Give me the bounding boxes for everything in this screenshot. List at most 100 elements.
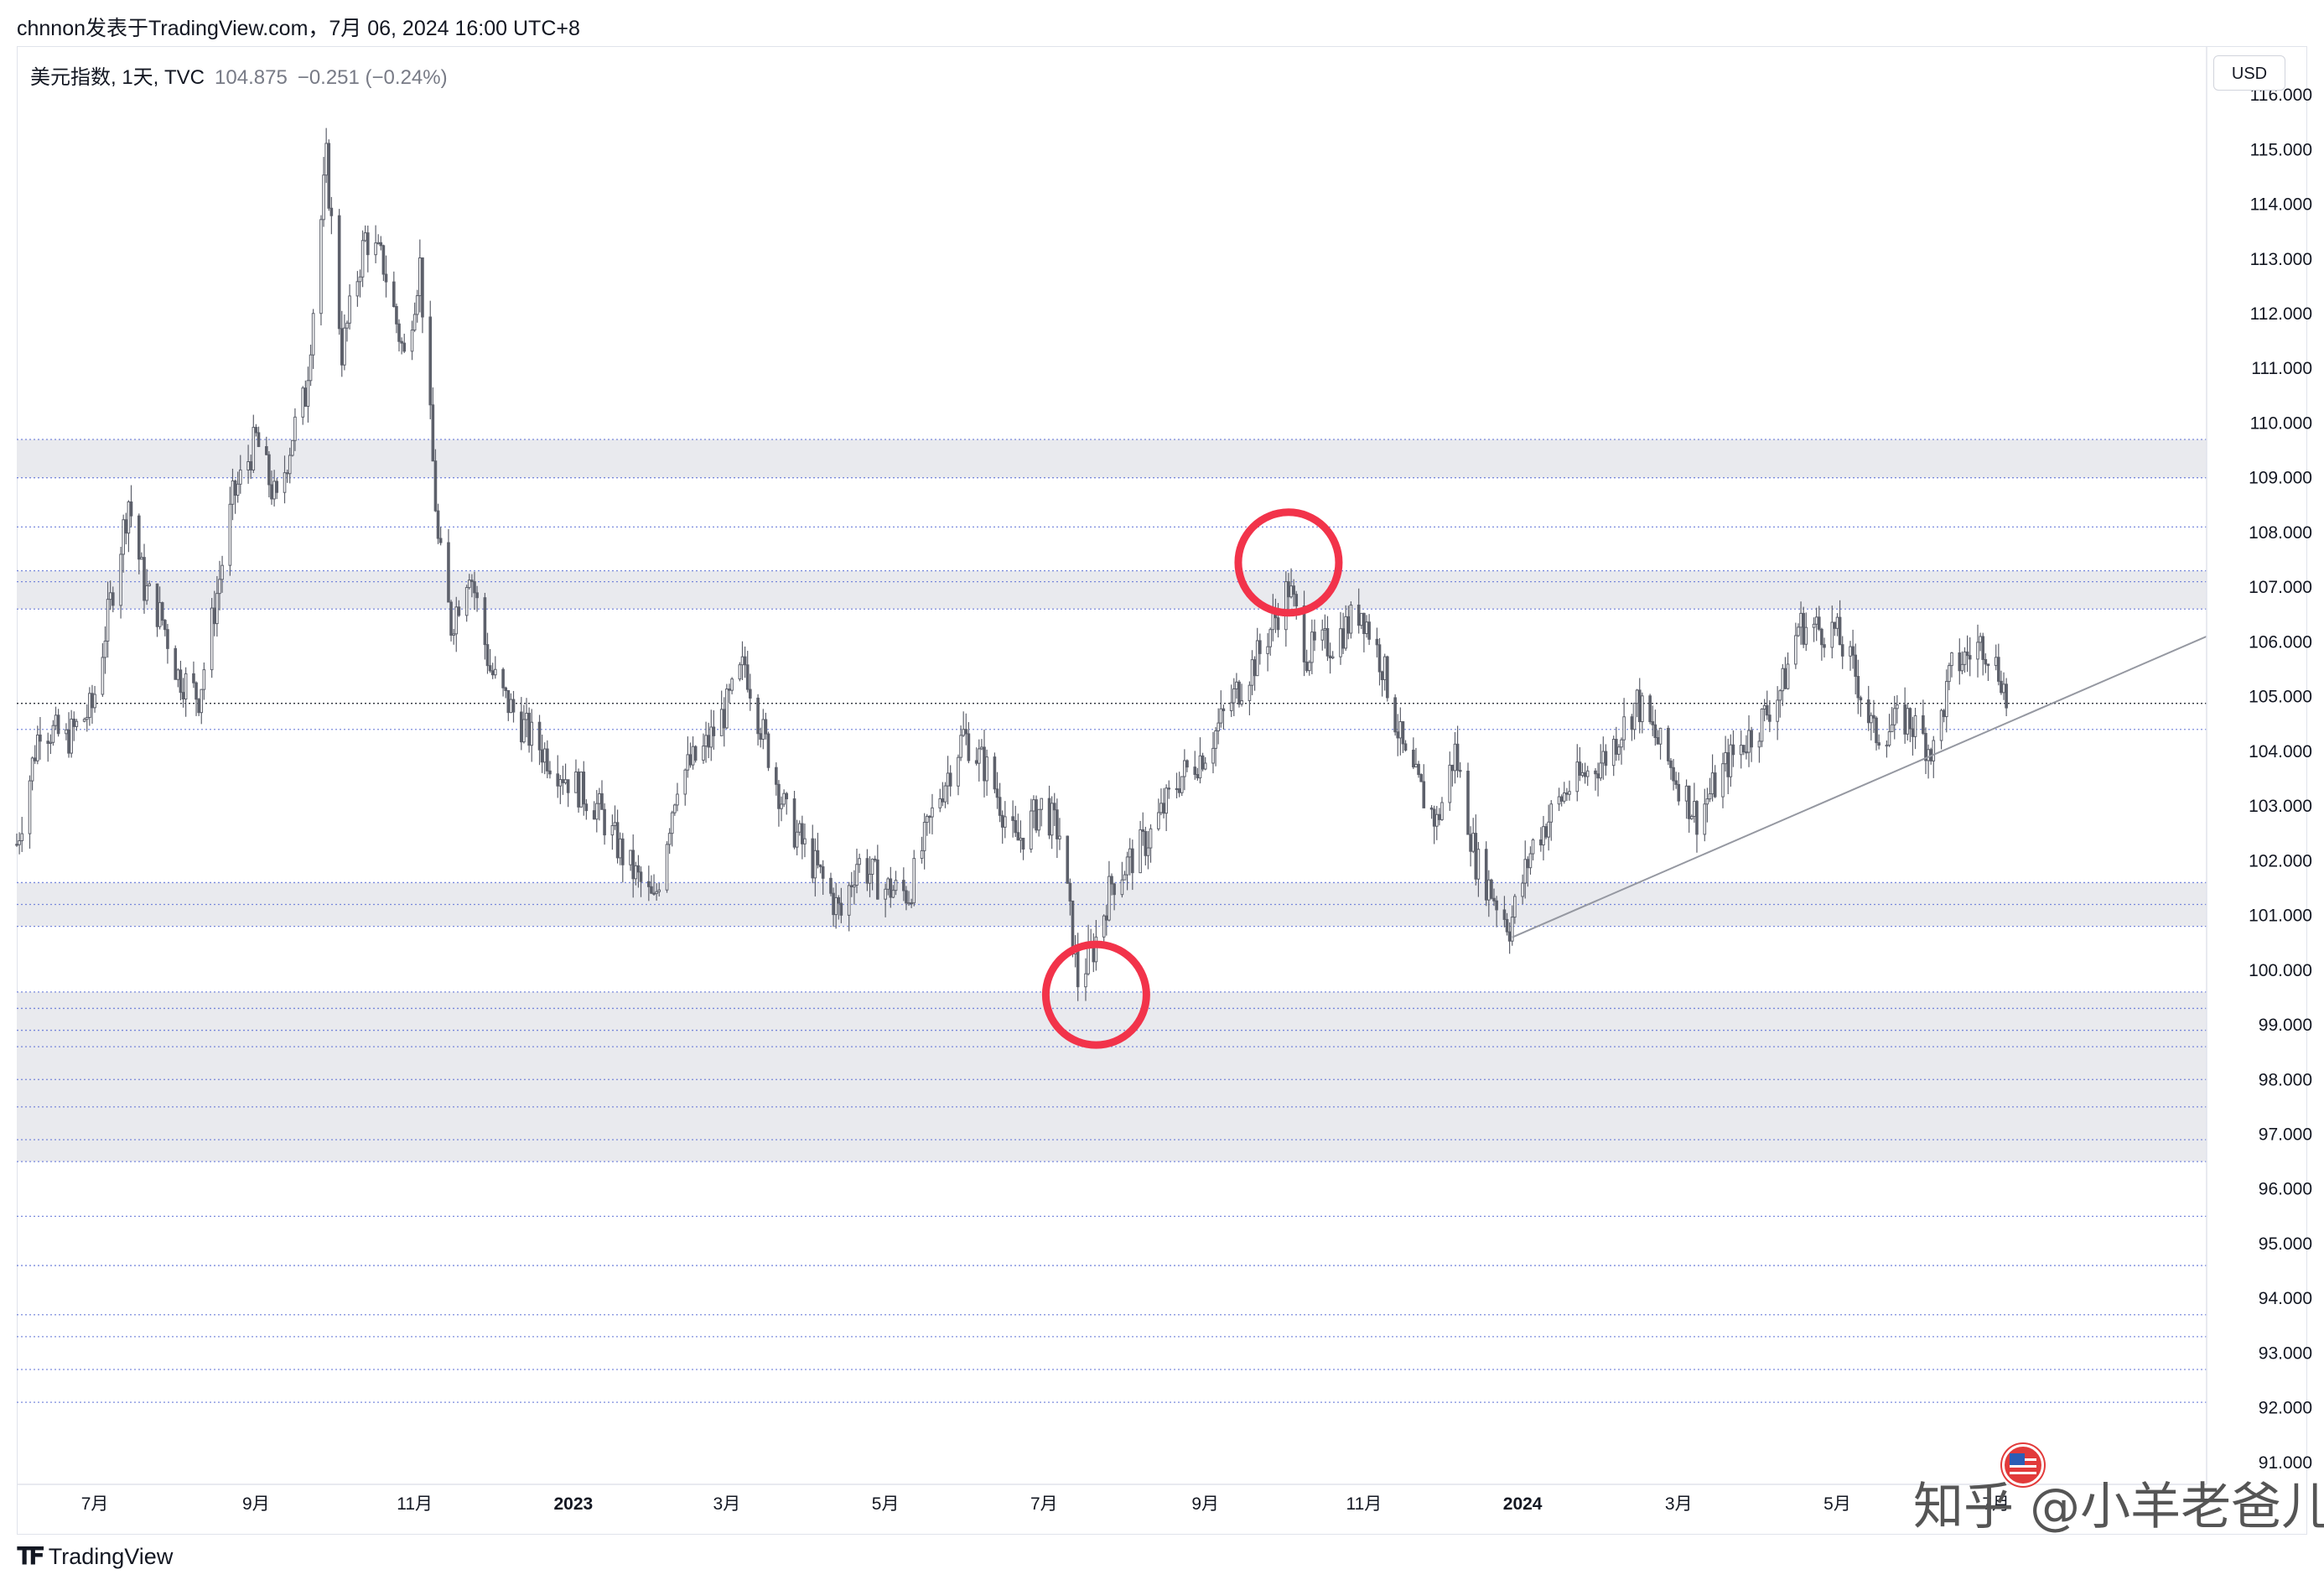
candle-body (1157, 812, 1160, 829)
candle-body (1302, 605, 1306, 663)
candle-body (712, 726, 716, 736)
candle-body (1838, 616, 1842, 646)
currency-button[interactable]: USD (2213, 55, 2285, 91)
candle-body (959, 735, 962, 758)
candle-body (1630, 716, 1634, 730)
candle-body (1885, 744, 1889, 747)
candle-body (1113, 883, 1116, 896)
candle-body (1201, 755, 1205, 770)
price-change: −0.251 (−0.24%) (297, 66, 448, 89)
candle-body (722, 709, 726, 729)
candle-body (1667, 727, 1670, 761)
candle-body (501, 668, 505, 689)
candle-body (158, 602, 162, 627)
candle-body (1398, 721, 1403, 739)
candle-body (384, 273, 388, 283)
candle-body (1076, 948, 1080, 988)
candle-body (610, 825, 615, 836)
time-tick-label: 9月 (242, 1494, 270, 1514)
candle-body (1617, 746, 1621, 755)
candle-body (849, 885, 853, 888)
symbol-title[interactable]: 美元指数, 1天, TVC (30, 66, 205, 89)
candle-body (905, 890, 908, 904)
candle-body (876, 859, 879, 900)
candle-body (91, 693, 94, 709)
candle-body (891, 890, 895, 898)
time-axis[interactable]: 7月 9月 11月 2023 3月 5月 7月 9月 11月 2024 3月 5月 7月 (81, 1494, 2010, 1514)
candle-body (324, 143, 328, 176)
candle-body (1214, 730, 1217, 749)
candle-body (577, 772, 580, 808)
candle-body (650, 886, 653, 894)
time-tick-label: 5月 (1823, 1494, 1851, 1514)
symbol-legend[interactable]: 美元指数, 1天, TVC 104.875 −0.251 (−0.24%) (30, 60, 448, 90)
candle-body (1684, 785, 1689, 802)
candle-body (145, 585, 148, 601)
candle-body (1159, 803, 1163, 813)
candle-body (212, 607, 216, 625)
candle-body (1948, 665, 1951, 683)
candle-body (1141, 829, 1145, 832)
candle-body (1562, 792, 1566, 802)
candle-body (1325, 628, 1330, 657)
candle-body (431, 404, 435, 462)
candle-body (620, 838, 625, 865)
candle-body (600, 792, 604, 810)
candle-body (1833, 621, 1837, 629)
price-tick-label: 109.000 (2249, 469, 2312, 488)
price-tick-label: 112.000 (2250, 304, 2312, 324)
candle-body (667, 833, 672, 845)
candle-body (1284, 581, 1288, 631)
candle-body (1583, 772, 1587, 777)
candle-body (1344, 616, 1347, 649)
candle-body (231, 480, 235, 505)
candle-body (1731, 744, 1735, 756)
price-axis[interactable]: 116.000115.000114.000113.000112.000111.0… (2249, 86, 2312, 1473)
last-price: 104.875 (215, 66, 288, 89)
chart-pane[interactable] (17, 46, 2307, 1535)
candle-body (1677, 783, 1681, 802)
candle-body (1484, 849, 1488, 901)
candle-body (743, 656, 747, 666)
candle-body (574, 772, 578, 793)
candle-body (829, 877, 833, 894)
candle-body (811, 838, 815, 879)
candle-body (1032, 799, 1035, 812)
candle-body (402, 342, 407, 352)
candle-body (1458, 770, 1462, 772)
candle-body (777, 783, 781, 809)
candle-body (1149, 828, 1153, 849)
candle-body (1108, 876, 1111, 921)
candle-body (176, 669, 180, 680)
tradingview-logo[interactable]: 𝐓𝐅 TradingView (17, 1541, 173, 1572)
candle-body (103, 640, 107, 658)
candle-body (1037, 808, 1040, 831)
candle-body (238, 469, 242, 485)
candle-body (464, 587, 469, 616)
time-tick-label: 5月 (872, 1494, 900, 1514)
candle-body (1896, 704, 1899, 709)
candle-body (174, 647, 178, 680)
candle-body (1396, 731, 1400, 739)
candle-body (160, 602, 164, 621)
candle-body (1580, 772, 1585, 776)
candle-body (855, 864, 859, 886)
candle-body (1248, 684, 1252, 701)
candle-body (1783, 668, 1787, 689)
price-tick-label: 114.000 (2250, 195, 2312, 215)
candle-body (1469, 834, 1472, 852)
candle-body (1414, 763, 1418, 768)
candle-body (485, 644, 490, 667)
candle-body (1528, 853, 1533, 869)
candle-body (140, 557, 143, 560)
candle-body (67, 729, 70, 754)
candle-body (1165, 787, 1168, 814)
candle-body (948, 772, 952, 787)
candle-body (1672, 767, 1675, 782)
candle-body (1817, 616, 1821, 630)
candle-body (179, 669, 183, 694)
candle-body (1820, 628, 1823, 646)
candle-body (964, 729, 968, 735)
candle-body (2005, 683, 2008, 709)
